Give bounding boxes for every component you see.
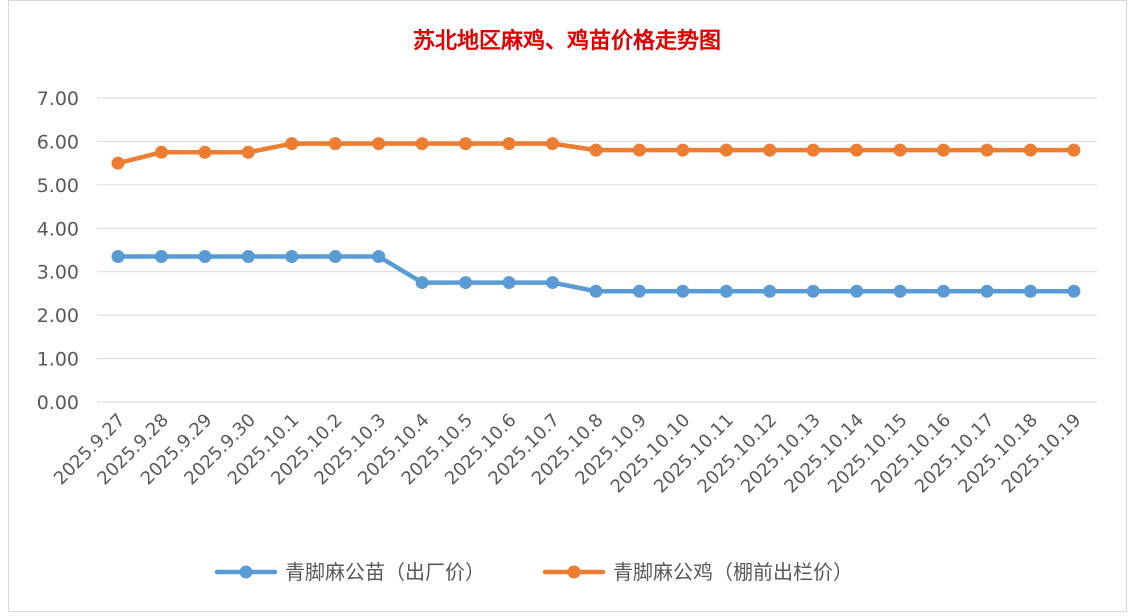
data-point [676,284,690,298]
data-point [937,143,951,157]
data-point [328,250,342,264]
legend-swatch-marker [239,565,253,579]
y-tick-label: 0.00 [37,392,79,414]
data-point [198,145,212,159]
data-point [198,250,212,264]
series-1 [111,250,1081,298]
data-point [111,250,125,264]
data-point [111,156,125,170]
y-tick-label: 4.00 [37,218,79,240]
data-point [285,250,299,264]
data-point [893,284,907,298]
legend-label: 青脚麻公苗（出厂价） [285,560,485,584]
y-axis: 0.00 1.00 2.00 3.00 4.00 5.00 6.00 7.00 [37,88,79,414]
data-point [1023,143,1037,157]
data-point [589,284,603,298]
series-2 [111,137,1081,170]
data-point [763,284,777,298]
y-tick-label: 2.00 [37,305,79,327]
data-point [893,143,907,157]
gridlines [97,97,1097,403]
legend-item: 青脚麻公苗（出厂价） [214,560,485,584]
data-point [154,145,168,159]
data-point [1067,284,1081,298]
data-point [589,143,603,157]
data-point [763,143,777,157]
data-point [502,137,516,151]
data-point [1067,143,1081,157]
data-point [415,276,429,290]
data-point [154,250,168,264]
data-point [937,284,951,298]
data-point [502,276,516,290]
data-point [719,284,733,298]
legend-label: 青脚麻公鸡（棚前出栏价） [613,560,853,584]
data-point [676,143,690,157]
data-point [459,276,473,290]
data-point [328,137,342,151]
data-point [372,137,386,151]
series-group [111,137,1081,298]
data-point [806,284,820,298]
data-point [1023,284,1037,298]
legend-swatch-marker [567,565,581,579]
data-point [850,284,864,298]
y-tick-label: 3.00 [37,262,79,284]
y-tick-label: 7.00 [37,88,79,110]
y-tick-label: 5.00 [37,175,79,197]
y-tick-label: 1.00 [37,349,79,371]
data-point [850,143,864,157]
data-point [241,250,255,264]
data-point [632,284,646,298]
data-point [980,284,994,298]
price-trend-chart: 苏北地区麻鸡、鸡苗价格走势图 0.00 1.00 2.00 3.00 4.00 5.00 6… [37,28,1097,584]
legend: 青脚麻公苗（出厂价） 青脚麻公鸡（棚前出栏价） [214,560,853,584]
data-point [459,137,473,151]
data-point [285,137,299,151]
data-point [241,145,255,159]
y-tick-label: 6.00 [37,131,79,153]
data-point [546,276,559,290]
data-point [719,143,733,157]
data-point [632,143,646,157]
data-point [806,143,820,157]
x-axis: 2025.9.272025.9.282025.9.292025.9.302025… [50,410,1086,498]
data-point [980,143,994,157]
data-point [546,137,559,151]
data-point [415,137,429,151]
chart-area: 苏北地区麻鸡、鸡苗价格走势图 0.00 1.00 2.00 3.00 4.00 5.00 6… [8,0,1127,612]
data-point [372,250,386,264]
legend-item: 青脚麻公鸡（棚前出栏价） [542,560,853,584]
chart-title: 苏北地区麻鸡、鸡苗价格走势图 [413,28,721,54]
